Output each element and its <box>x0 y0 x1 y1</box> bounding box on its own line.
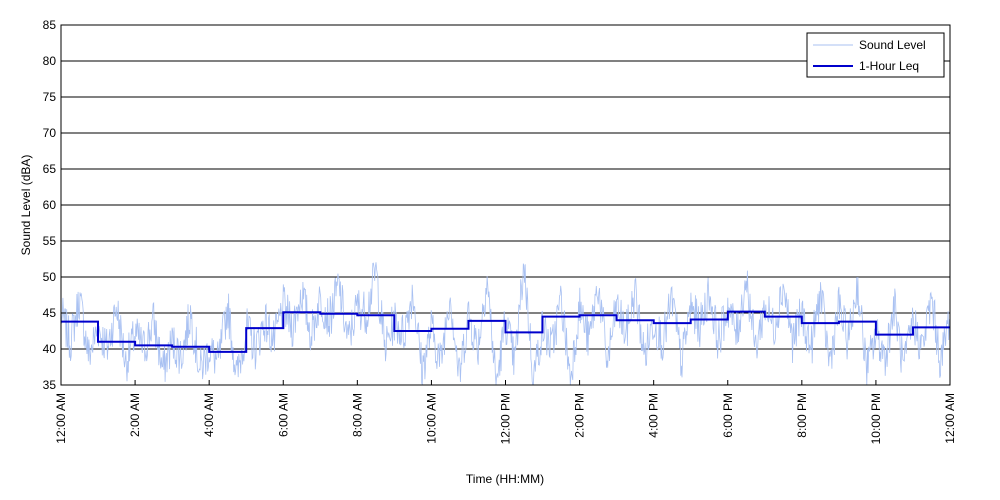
x-tick-label: 10:00 PM <box>869 393 883 444</box>
series-1-hour-leq <box>61 310 950 353</box>
x-tick-label: 8:00 AM <box>350 393 364 437</box>
x-tick-label: 12:00 PM <box>499 393 513 444</box>
y-tick-label: 75 <box>43 90 57 104</box>
x-axis: 12:00 AM 2:00 AM 4:00 AM 6:00 AM 8:00 AM 10:0… <box>54 380 957 444</box>
x-tick-label: 12:00 AM <box>943 393 957 444</box>
legend: Sound Level 1-Hour Leq <box>806 32 945 78</box>
y-tick-label: 45 <box>43 306 57 320</box>
legend-label-sound-level: Sound Level <box>859 38 926 52</box>
series-layer <box>60 262 951 386</box>
y-tick-label: 40 <box>43 342 57 356</box>
x-tick-label: 2:00 AM <box>128 393 142 437</box>
y-tick-label: 35 <box>43 378 57 392</box>
x-tick-label: 6:00 PM <box>721 393 735 438</box>
x-tick-label: 6:00 AM <box>276 393 290 437</box>
y-tick-label: 55 <box>43 234 57 248</box>
y-tick-label: 70 <box>43 126 57 140</box>
y-tick-label: 50 <box>43 270 57 284</box>
x-tick-label: 12:00 AM <box>54 393 68 444</box>
y-tick-label: 85 <box>43 18 57 32</box>
y-tick-label: 80 <box>43 54 57 68</box>
legend-label-1-hour-leq: 1-Hour Leq <box>859 59 919 73</box>
y-axis: 35 40 45 50 55 60 65 70 75 80 85 <box>43 18 66 392</box>
legend-box <box>806 32 945 78</box>
x-axis-label: Time (HH:MM) <box>466 472 544 486</box>
y-tick-label: 65 <box>43 162 57 176</box>
y-tick-label: 60 <box>43 198 57 212</box>
x-tick-label: 10:00 AM <box>424 393 438 444</box>
y-axis-label: Sound Level (dBA) <box>19 155 33 256</box>
x-tick-label: 2:00 PM <box>573 393 587 438</box>
x-tick-label: 4:00 PM <box>647 393 661 438</box>
x-tick-label: 8:00 PM <box>795 393 809 438</box>
x-tick-label: 4:00 AM <box>202 393 216 437</box>
